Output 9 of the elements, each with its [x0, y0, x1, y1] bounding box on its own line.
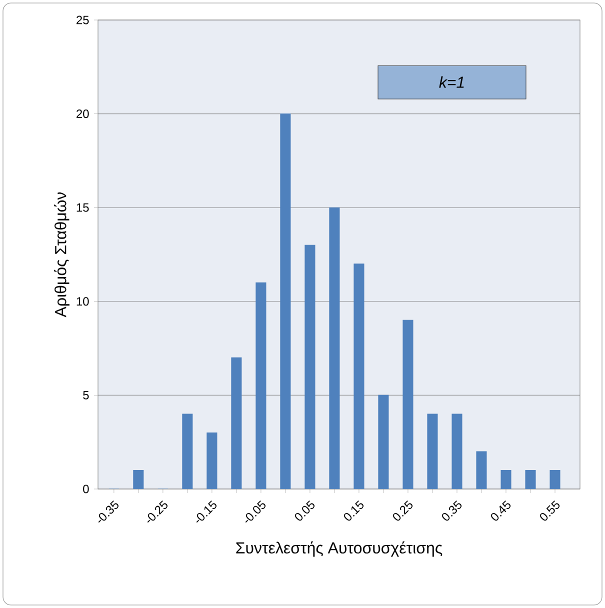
y-tick-label: 15	[76, 203, 89, 212]
y-axis-title: Αριθμός Σταθμών	[54, 192, 70, 318]
y-tick-label: 20	[76, 110, 89, 118]
x-axis-title: Συντελεστής Αυτοσυσχέτισης	[236, 541, 442, 557]
y-tick-label: 0	[83, 484, 89, 494]
y-tick-label: 25	[76, 16, 89, 24]
y-tick-label: 5	[83, 391, 89, 400]
annotation: k=1	[439, 76, 464, 88]
y-tick-label: 10	[76, 297, 89, 306]
